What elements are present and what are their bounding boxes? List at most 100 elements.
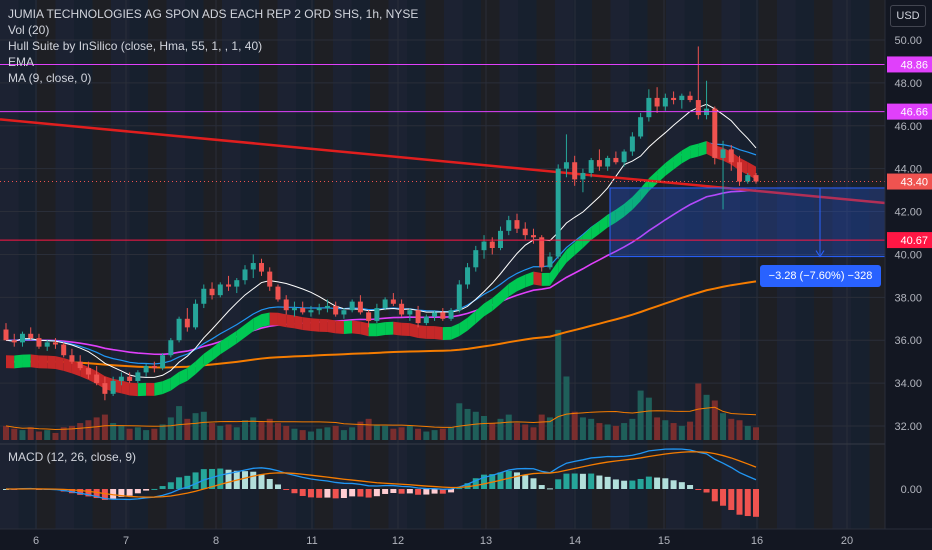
hull-ribbon-segment bbox=[442, 326, 452, 341]
macd-histogram-bar bbox=[398, 489, 405, 494]
volume-bar bbox=[27, 427, 34, 440]
hull-ribbon-segment bbox=[30, 354, 39, 369]
candle-body bbox=[324, 305, 330, 309]
legend-hull[interactable]: Hull Suite by InSilico (close, Hma, 55, … bbox=[8, 39, 263, 53]
hull-ribbon-segment bbox=[368, 323, 377, 337]
legend-symbol[interactable]: JUMIA TECHNOLOGIES AG SPON ADS EACH REP … bbox=[8, 7, 419, 21]
volume-bar bbox=[382, 425, 389, 440]
price-tick-label: 48.00 bbox=[894, 78, 922, 90]
candle-body bbox=[36, 338, 42, 347]
volume-bar bbox=[19, 430, 26, 440]
volume-bar bbox=[448, 427, 455, 440]
macd-histogram-bar bbox=[654, 477, 661, 489]
session-band bbox=[851, 0, 870, 529]
candle-body bbox=[473, 250, 479, 268]
candle-body bbox=[514, 220, 520, 229]
candle-body bbox=[160, 355, 166, 369]
candle-body bbox=[374, 308, 380, 321]
candle-body bbox=[275, 286, 281, 300]
hull-ribbon-segment bbox=[236, 324, 246, 344]
macd-histogram-bar bbox=[184, 475, 191, 489]
candle-body bbox=[85, 368, 91, 375]
hull-ribbon-segment bbox=[154, 381, 163, 396]
volume-bar bbox=[118, 425, 125, 440]
macd-histogram-bar bbox=[85, 489, 92, 497]
volume-bar bbox=[357, 421, 364, 440]
macd-histogram-bar bbox=[662, 478, 669, 489]
candle-body bbox=[390, 299, 396, 304]
candle-body bbox=[382, 299, 388, 309]
volume-bar bbox=[299, 430, 306, 440]
macd-histogram-bar bbox=[604, 476, 611, 489]
hull-ribbon-segment bbox=[516, 274, 526, 292]
candle-body bbox=[547, 256, 553, 268]
candle-body bbox=[176, 318, 182, 341]
candle-body bbox=[300, 308, 306, 313]
session-band bbox=[795, 0, 814, 529]
candle-body bbox=[440, 312, 446, 319]
candle-body bbox=[19, 333, 25, 343]
macd-histogram-bar bbox=[744, 489, 751, 517]
hull-ribbon-segment bbox=[599, 214, 608, 234]
volume-bar bbox=[695, 383, 702, 440]
hull-ribbon-segment bbox=[162, 377, 171, 395]
candle-body bbox=[234, 280, 240, 287]
price-tick-label: 46.00 bbox=[894, 121, 922, 133]
candle-body bbox=[539, 237, 545, 268]
macd-tick-label: 0.00 bbox=[901, 484, 922, 496]
session-band bbox=[647, 0, 666, 529]
price-tag-bg bbox=[887, 232, 932, 249]
macd-histogram-bar bbox=[266, 479, 273, 489]
macd-histogram-bar bbox=[200, 469, 207, 489]
volume-bar bbox=[687, 421, 694, 440]
candle-body bbox=[646, 97, 652, 118]
macd-histogram-bar bbox=[324, 489, 331, 498]
hull-ribbon-segment bbox=[409, 323, 419, 338]
hull-ribbon-segment bbox=[582, 227, 592, 249]
hull-ribbon-segment bbox=[698, 140, 707, 157]
candle-body bbox=[94, 374, 100, 384]
macd-histogram-bar bbox=[423, 489, 430, 495]
macd-histogram-bar bbox=[291, 489, 298, 494]
session-band bbox=[203, 0, 222, 529]
volume-bar bbox=[101, 414, 108, 440]
price-tag-label: 43.40 bbox=[900, 177, 928, 189]
legend-ema[interactable]: EMA bbox=[8, 55, 35, 69]
macd-histogram-bar bbox=[143, 489, 150, 491]
currency-button[interactable]: USD bbox=[890, 5, 926, 27]
volume-bar bbox=[546, 417, 553, 440]
volume-bar bbox=[250, 417, 257, 440]
price-tick-label: 34.00 bbox=[894, 378, 922, 390]
candle-body bbox=[629, 136, 635, 152]
candle-body bbox=[258, 263, 264, 272]
session-band bbox=[573, 0, 592, 529]
volume-bar bbox=[563, 376, 570, 440]
macd-histogram-bar bbox=[340, 489, 347, 499]
candle-body bbox=[720, 149, 726, 158]
volume-bar bbox=[513, 423, 520, 440]
macd-histogram-bar bbox=[431, 489, 438, 494]
candle-body bbox=[184, 318, 190, 328]
legend-vol[interactable]: Vol (20) bbox=[8, 23, 50, 37]
volume-bar bbox=[258, 421, 265, 440]
volume-bar bbox=[340, 430, 347, 440]
macd-legend[interactable]: MACD (12, 26, close, 9) bbox=[8, 450, 137, 464]
volume-bar bbox=[44, 430, 51, 440]
macd-histogram-bar bbox=[621, 480, 628, 489]
candle-body bbox=[3, 329, 9, 341]
volume-bar bbox=[332, 425, 339, 440]
candle-body bbox=[242, 269, 248, 281]
candle-body bbox=[143, 365, 149, 373]
session-band bbox=[462, 0, 481, 529]
macd-histogram-bar bbox=[513, 472, 520, 489]
macd-histogram-bar bbox=[373, 489, 380, 497]
macd-histogram-bar bbox=[77, 489, 84, 495]
hull-ribbon-segment bbox=[566, 242, 575, 263]
volume-bar bbox=[753, 427, 759, 440]
candle-body bbox=[366, 312, 372, 321]
time-tick-label: 20 bbox=[841, 535, 853, 547]
session-band bbox=[444, 0, 463, 529]
hull-ribbon-segment bbox=[38, 355, 48, 369]
legend-ma[interactable]: MA (9, close, 0) bbox=[8, 71, 92, 85]
